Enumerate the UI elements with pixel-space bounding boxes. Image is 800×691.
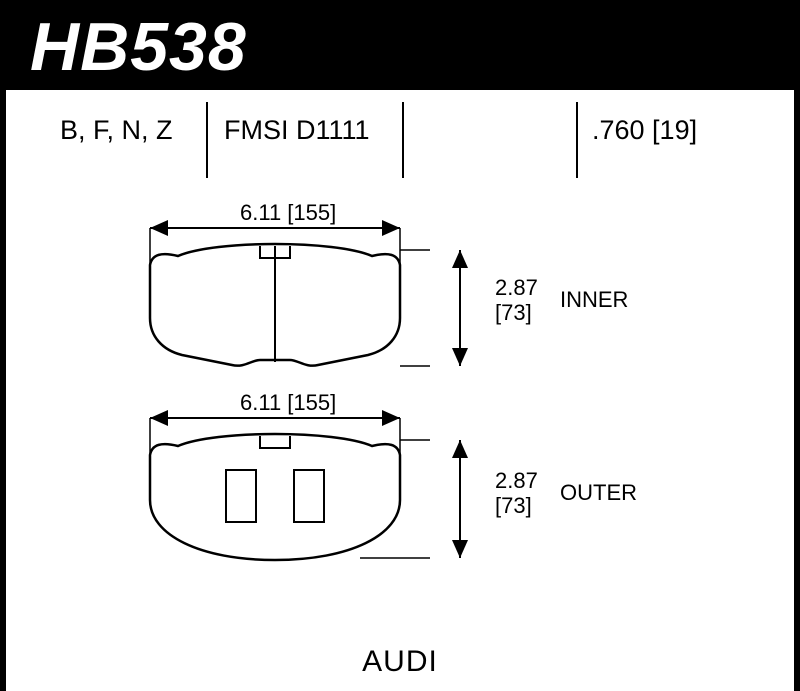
diagram-page: HB538 B, F, N, Z FMSI D1111 .760 [19] 6.…: [0, 0, 800, 691]
outer-height-arrow: [440, 434, 480, 566]
part-number: HB538: [30, 8, 247, 86]
outer-height-mm: [73]: [495, 493, 532, 519]
inner-height-mm: [73]: [495, 300, 532, 326]
fmsi-text: FMSI D1111: [224, 115, 370, 146]
brand-label: AUDI: [0, 645, 800, 679]
compounds-text: B, F, N, Z: [60, 115, 173, 146]
inner-pad-svg: [120, 210, 430, 380]
inner-width-dim: 6.11 [155]: [240, 200, 336, 226]
separator-3: [576, 102, 578, 178]
separator-1: [206, 102, 208, 178]
outer-label: OUTER: [560, 480, 637, 506]
inner-label: INNER: [560, 287, 628, 313]
border-left: [0, 90, 6, 691]
outer-width-dim: 6.11 [155]: [240, 390, 336, 416]
border-right: [794, 90, 800, 691]
separator-2: [402, 102, 404, 178]
inner-height-dim: 2.87: [495, 275, 538, 301]
outer-height-dim: 2.87: [495, 468, 538, 494]
outer-pad-svg: [120, 400, 430, 575]
thickness-text: .760 [19]: [592, 115, 697, 146]
inner-height-arrow: [440, 244, 480, 374]
